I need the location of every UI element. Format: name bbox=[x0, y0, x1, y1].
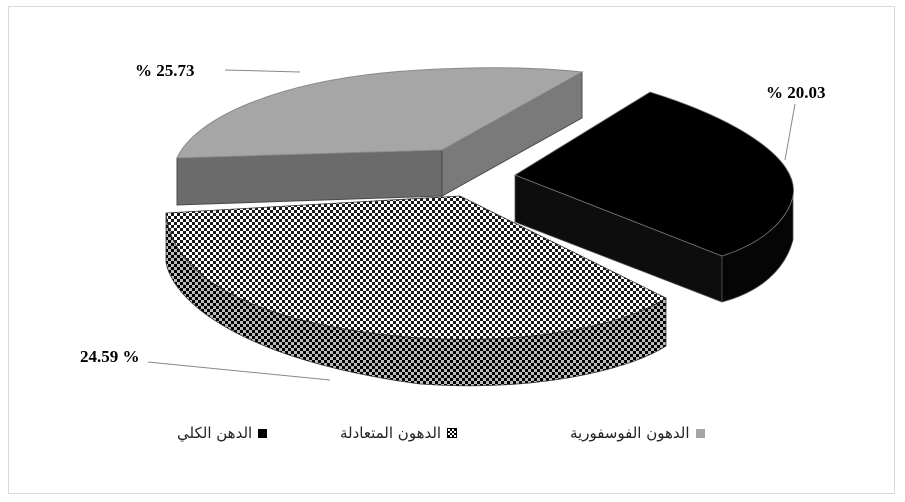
chart-legend: الدهن الكلي الدهون المتعادلة الدهون الفو… bbox=[0, 424, 905, 454]
legend-item-neutral-fats: الدهون المتعادلة bbox=[340, 424, 458, 442]
data-label-phospholipids: % 25.73 bbox=[135, 61, 195, 80]
pie-slice-total-fat bbox=[514, 91, 794, 303]
pie-slice-neutral-fats bbox=[165, 195, 667, 387]
leader-line-total-fat bbox=[784, 103, 796, 161]
leader-line-phospholipids bbox=[224, 69, 301, 73]
legend-swatch-total-fat bbox=[258, 428, 268, 438]
legend-item-total-fat: الدهن الكلي bbox=[177, 424, 268, 442]
legend-swatch-neutral-fats bbox=[447, 428, 458, 438]
data-label-neutral-fats: 24.59 % bbox=[80, 347, 140, 366]
pie-slice-phospholipids bbox=[176, 67, 584, 206]
legend-swatch-phospholipids bbox=[695, 428, 705, 438]
legend-label-neutral-fats: الدهون المتعادلة bbox=[340, 424, 442, 442]
legend-label-total-fat: الدهن الكلي bbox=[177, 424, 253, 442]
data-label-total-fat: % 20.03 bbox=[766, 83, 826, 102]
legend-label-phospholipids: الدهون الفوسفورية bbox=[570, 424, 690, 442]
leader-line-neutral-fats bbox=[147, 361, 331, 381]
legend-item-phospholipids: الدهون الفوسفورية bbox=[570, 424, 705, 442]
